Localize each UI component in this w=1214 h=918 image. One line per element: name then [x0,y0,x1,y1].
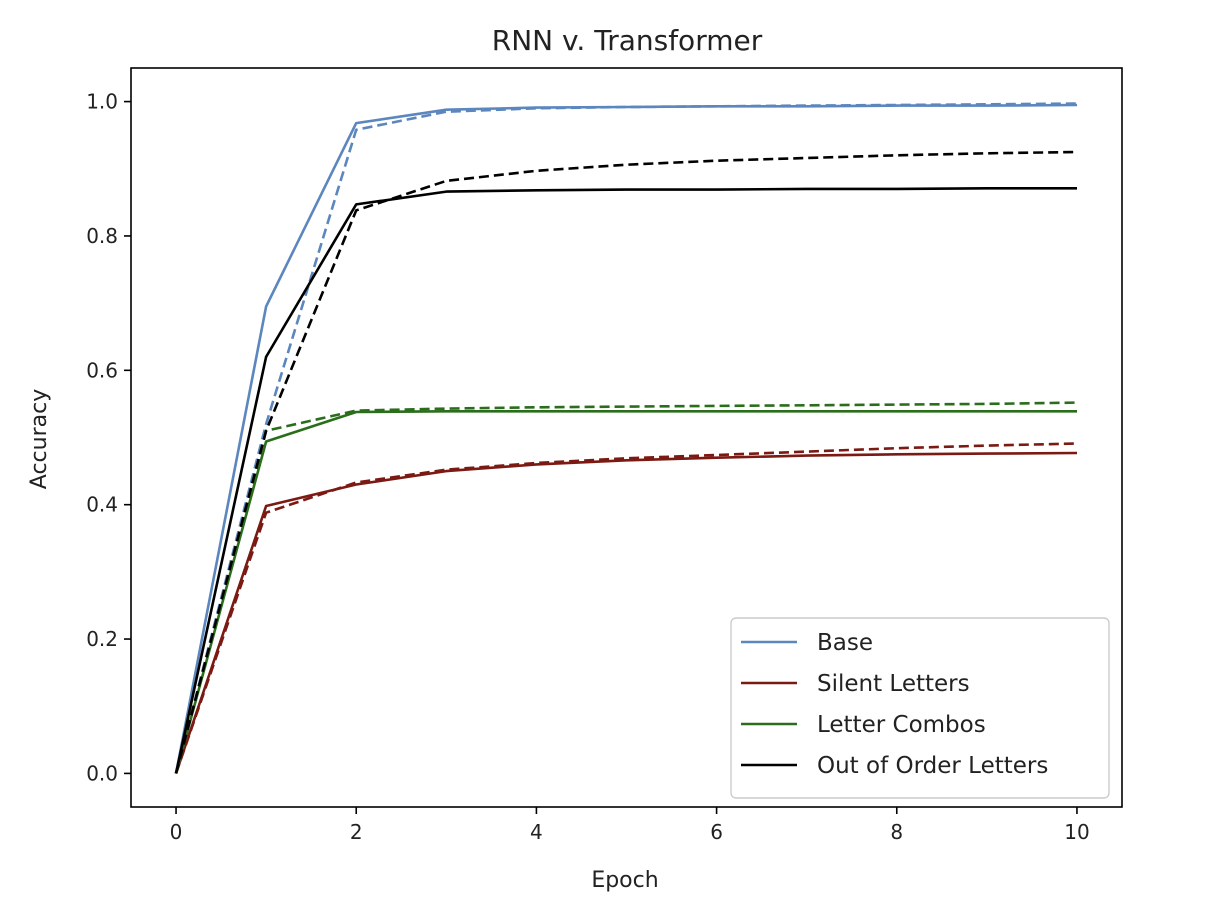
series-line-8-dashed [174,150,1078,774]
plot-series [174,102,1078,774]
series-line-4-dashed [174,442,1078,774]
legend-entry: Letter Combos [817,712,986,738]
x-tick-label: 10 [1064,820,1089,844]
y-tick-label: 0.8 [86,224,118,248]
series-line-5-solid [174,409,1077,774]
legend-box [730,617,1110,799]
legend-entry: Out of Order Letters [817,753,1048,779]
y-tick-label: 0.0 [86,761,118,785]
y-axis-label: Accuracy [27,389,52,489]
series-line-1-solid [174,103,1078,774]
chart-title: RNN v. Transformer [492,24,763,57]
x-tick-label: 0 [170,820,183,844]
x-axis-ticks: 0 2 4 6 8 10 [170,807,1090,844]
x-tick-label: 8 [890,820,903,844]
legend-entry: Base [817,630,873,656]
x-tick-label: 2 [350,820,363,844]
y-tick-label: 0.4 [86,493,118,517]
y-tick-label: 0.2 [86,627,118,651]
x-tick-label: 6 [710,820,723,844]
legend-entry: Silent Letters [817,671,970,697]
series-line-7-solid [174,187,1077,774]
y-axis-ticks: 0.0 0.2 0.4 0.6 0.8 1.0 [86,90,131,785]
x-axis-label: Epoch [591,868,658,893]
legend: Base Silent Letters Letter Combos Out of Or… [730,617,1110,799]
x-tick-label: 4 [530,820,543,844]
y-tick-label: 0.6 [86,358,118,382]
y-tick-label: 1.0 [86,90,118,114]
plot-frame [130,67,1123,808]
